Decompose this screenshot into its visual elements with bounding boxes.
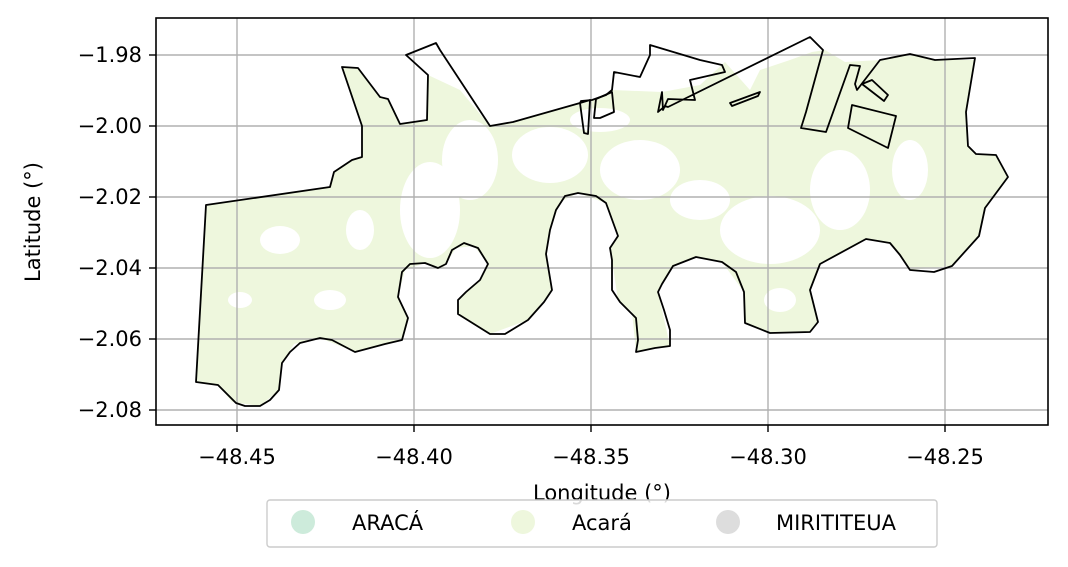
legend-swatch-mirititeua (716, 510, 740, 534)
y-tick-label: −2.08 (78, 398, 142, 422)
district-boundary (195, 36, 1009, 407)
land-cover-fill (196, 50, 1008, 406)
x-tick-label: −48.45 (198, 445, 276, 469)
legend-label-araca: ARACÁ (352, 510, 424, 535)
y-tick-label: −2.06 (78, 327, 142, 351)
grid-lines (156, 18, 1048, 425)
y-axis-title: Latitude (°) (21, 162, 45, 282)
legend-label-acara: Acará (572, 511, 632, 535)
legend-label-mirititeua: MIRITITEUA (776, 511, 897, 535)
y-tick-label: −2.00 (78, 114, 142, 138)
x-tick-label: −48.35 (552, 445, 630, 469)
y-tick-label: −2.02 (78, 185, 142, 209)
legend: ARACÁ Acará MIRITITEUA (266, 499, 938, 548)
x-tick-label: −48.25 (906, 445, 984, 469)
y-tick-labels: −1.98 −2.00 −2.02 −2.04 −2.06 −2.08 (78, 43, 142, 422)
legend-swatch-acara (511, 510, 535, 534)
y-tick-label: −1.98 (78, 43, 142, 67)
legend-swatch-araca (291, 510, 315, 534)
y-tick-label: −2.04 (78, 256, 142, 280)
x-tick-label: −48.40 (375, 445, 453, 469)
x-tick-label: −48.30 (729, 445, 807, 469)
tick-marks (149, 54, 946, 432)
x-tick-labels: −48.45 −48.40 −48.35 −48.30 −48.25 (198, 445, 984, 469)
axes-frame (155, 17, 1049, 426)
legend-box (266, 499, 938, 548)
